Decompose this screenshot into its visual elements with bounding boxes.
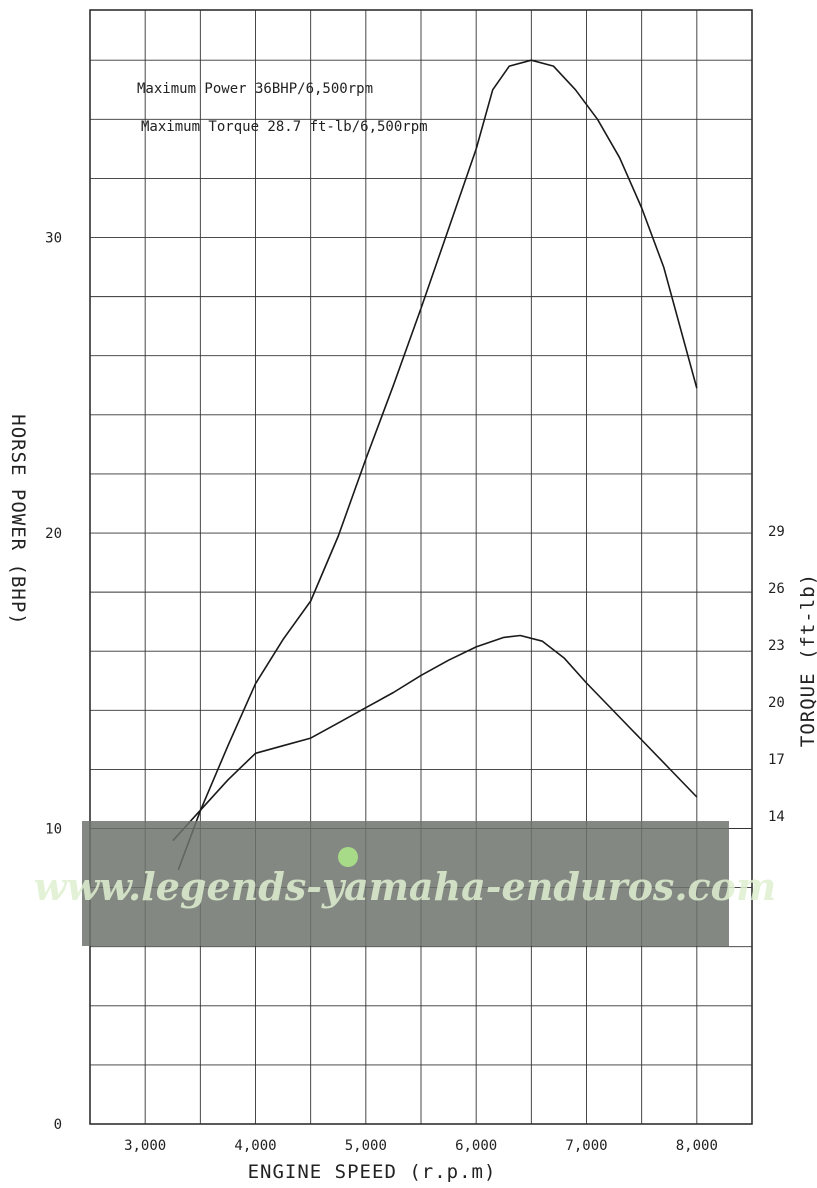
x-tick-label: 5,000 — [345, 1138, 387, 1154]
x-tick-label: 3,000 — [124, 1138, 166, 1154]
y-tick-label: 0 — [54, 1117, 62, 1133]
y-tick-labels: 0 10 20 30 — [45, 231, 62, 1133]
horsepower-curve — [177, 59, 698, 871]
watermark-band — [82, 821, 729, 946]
x-tick-label: 7,000 — [565, 1138, 607, 1154]
watermark-text: www.legends-yamaha-enduros.com — [34, 864, 777, 909]
x-tick-labels: 3,000 4,000 5,000 6,000 7,000 8,000 — [124, 1138, 718, 1154]
series-layer — [172, 59, 698, 871]
y-tick-label: 20 — [45, 526, 62, 542]
y-tick-label: 30 — [45, 231, 62, 247]
watermark: www.legends-yamaha-enduros.com — [34, 821, 777, 946]
grid — [89, 9, 753, 1125]
y2-tick-labels: 14 17 20 23 26 29 — [768, 524, 785, 825]
y-tick-label: 10 — [45, 822, 62, 838]
y2-axis-title: TORQUE (ft-lb) — [797, 573, 817, 747]
y2-tick-label: 20 — [768, 695, 785, 711]
max-torque-note: Maximum Torque 28.7 ft-lb/6,500rpm — [141, 119, 428, 135]
x-tick-label: 4,000 — [234, 1138, 276, 1154]
y2-tick-label: 17 — [768, 752, 785, 768]
annotation-box: Maximum Power 36BHP/6,500rpm Maximum Tor… — [137, 81, 428, 135]
horizontal-gridlines — [90, 59, 752, 1066]
torque-curve — [172, 634, 698, 842]
max-power-note: Maximum Power 36BHP/6,500rpm — [137, 81, 373, 97]
x-tick-label: 6,000 — [455, 1138, 497, 1154]
y2-tick-label: 23 — [768, 638, 785, 654]
y2-tick-label: 14 — [768, 809, 785, 825]
y2-tick-label: 26 — [768, 581, 785, 597]
x-tick-label: 8,000 — [676, 1138, 718, 1154]
y-axis-title: HORSE POWER (BHP) — [7, 414, 29, 625]
watermark-glow-icon — [338, 847, 358, 867]
x-axis-title: ENGINE SPEED (r.p.m) — [248, 1161, 497, 1183]
y2-tick-label: 29 — [768, 524, 785, 540]
